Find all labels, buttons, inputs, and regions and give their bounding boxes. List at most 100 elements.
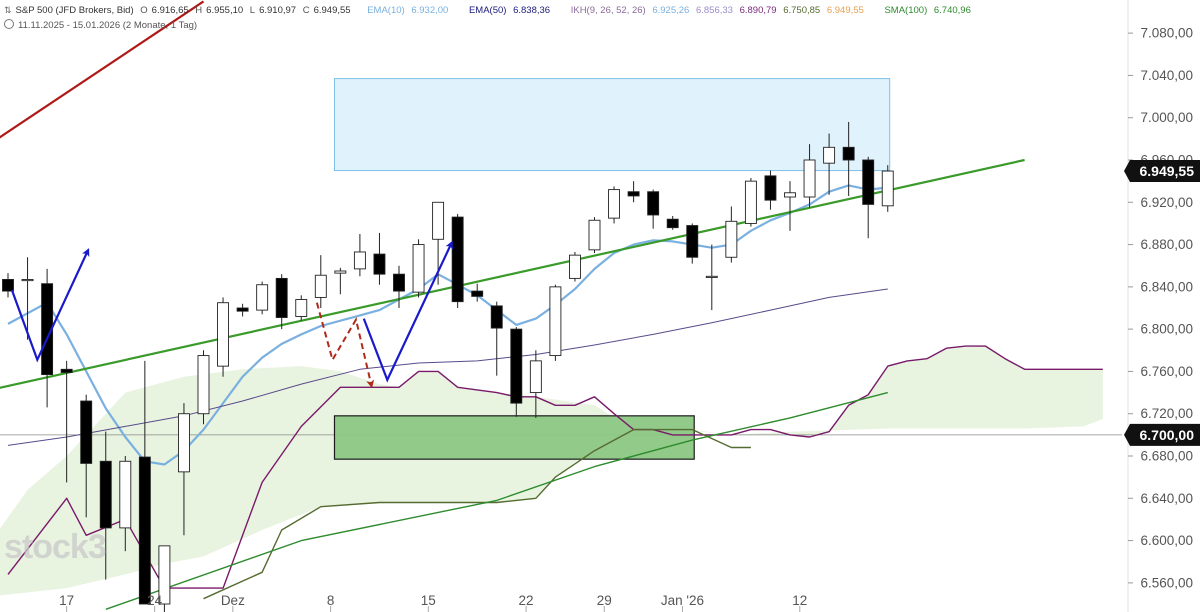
candle [549,284,562,361]
ema10-value: 6.932,00 [411,5,449,16]
candle-body [295,299,308,317]
x-tick-label: 17 [59,593,74,608]
candle [275,274,288,330]
candle [314,255,327,308]
candle-body [2,279,14,292]
candle [666,216,679,230]
low-label: L [249,5,256,16]
y-tick-label: 7.080,00 [1140,26,1193,41]
candle [177,403,190,536]
clock-icon [4,19,14,29]
candle [119,456,132,552]
y-tick-label: 6.800,00 [1140,322,1193,337]
candle [588,217,601,254]
price-badge-bg [1124,160,1200,183]
ichimoku-cloud-area [0,346,1103,596]
candle-body [451,216,464,303]
candle-body [744,180,757,224]
date-range: 11.11.2025 - 15.01.2026 [18,20,121,31]
candle-body [373,253,386,275]
candle-body [432,201,445,240]
candle-body [471,290,484,297]
sma100-legend[interactable]: SMA(100) 6.740,96 [884,5,974,16]
blue-projection-arrow [10,248,90,363]
ref-badge: 6.700,00 [1124,423,1200,446]
x-tick-label: 29 [597,593,612,608]
candle-body [21,279,34,282]
candle [744,177,757,227]
candle [862,156,875,239]
candle-body [842,146,855,161]
candle-body [881,170,894,207]
ema50-label: EMA(50) [468,5,507,16]
candle-body [138,456,151,605]
y-tick-label: 6.920,00 [1140,195,1193,210]
candle-body [549,286,562,357]
watermark-logo: stock3 [4,528,107,566]
candle [353,234,366,277]
price-axis: 7.080,007.040,007.000,006.960,006.920,00… [1124,0,1200,612]
candle [295,295,308,321]
y-tick-label: 6.840,00 [1140,279,1193,294]
candle [608,186,620,224]
candle-body [510,328,523,404]
symbol-name[interactable]: S&P 500 (JFD Brokers, Bid) [15,5,134,16]
candle-body [608,189,620,219]
ema10-line [7,184,888,466]
ema10-legend[interactable]: EMA(10) 6.932,00 [367,5,452,16]
ema50-legend[interactable]: EMA(50) 6.838,36 [469,5,554,16]
date-axis: 17 24 Dez 8 15 22 29 Jan '26 12 [59,593,807,612]
candle-body [314,274,327,298]
candle [803,144,816,208]
candle [99,431,112,580]
candle [21,257,34,340]
sma100-line [105,391,888,610]
candle-body [588,219,601,251]
ikh-legend[interactable]: IKH(9, 26, 52, 26) 6.925,26 6.856,33 6.8… [571,5,868,16]
y-tick-label: 6.760,00 [1140,364,1193,379]
support-zone [333,415,695,460]
open-label: O [140,5,148,16]
candle-body [99,460,112,529]
candle-body [353,251,366,270]
candle-body [764,175,777,201]
indicator-lines [0,0,1103,610]
y-tick-label: 7.040,00 [1140,68,1193,83]
close-label: C [302,5,310,16]
candle-body [80,400,93,464]
candle [217,297,230,377]
candle [764,170,777,210]
drawings [10,240,453,389]
sma100-value: 6.740,96 [933,5,971,16]
marked-zones [333,78,891,460]
candle-body [803,159,816,198]
candle-body [256,284,269,311]
low-value: 6.910,97 [259,5,297,16]
resistance-zone [333,78,891,172]
candle [705,244,718,311]
candle-body [569,254,581,279]
x-tick-label: Dez [221,593,245,608]
y-tick-label: 6.640,00 [1140,491,1193,506]
ema10-label: EMA(10) [367,5,405,16]
sma100-label: SMA(100) [884,5,928,16]
x-tick-label: 8 [327,593,335,608]
candle [60,360,73,483]
chikou-line [203,428,751,600]
channel-line [0,0,205,139]
high-label: H [195,5,203,16]
candle [236,303,249,317]
ikh-value: 6.949,55 [826,5,864,16]
candle-body [236,307,249,312]
candle-body [60,368,73,373]
candle [842,121,855,196]
ikh-value: 6.925,26 [652,5,690,16]
y-tick-label: 6.680,00 [1140,449,1193,464]
open-value: 6.916,65 [151,5,189,16]
candle-body [393,273,405,292]
candle-body [217,302,230,367]
candle [529,350,542,418]
candle [569,251,581,282]
ikh-value: 6.750,85 [783,5,821,16]
